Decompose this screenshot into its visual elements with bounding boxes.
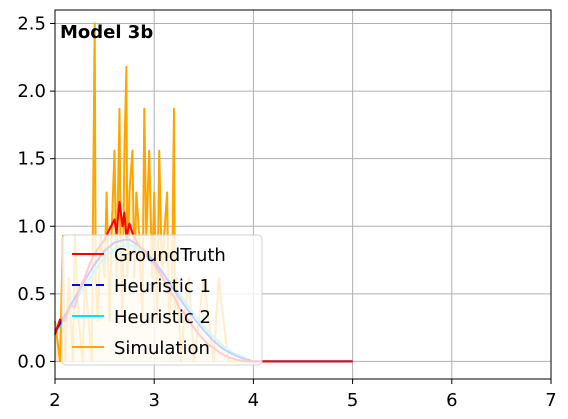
x-tick-label: 6 <box>446 390 457 411</box>
x-tick-label: 5 <box>347 390 358 411</box>
legend-label: Heuristic 1 <box>114 276 211 297</box>
x-tick-label: 4 <box>248 390 259 411</box>
plot-frame <box>54 9 552 380</box>
legend-label: Simulation <box>114 338 210 359</box>
legend: GroundTruth Heuristic 1 Heuristic 2 Simulat… <box>61 234 263 366</box>
chart-title: Model 3b <box>60 22 153 43</box>
y-tick-label: 0.0 <box>17 351 46 372</box>
y-tick-label: 1.0 <box>17 216 46 237</box>
legend-box <box>61 234 263 366</box>
ticks: 2 3 4 5 6 7 0.0 0.5 1.0 1.5 2.0 2.5 <box>17 14 556 411</box>
x-tick-label: 3 <box>148 390 159 411</box>
x-tick-label: 2 <box>49 390 60 411</box>
x-tick-label: 7 <box>545 390 556 411</box>
y-tick-label: 0.5 <box>17 284 46 305</box>
legend-label: Heuristic 2 <box>114 307 211 328</box>
y-tick-label: 1.5 <box>17 149 46 170</box>
y-tick-label: 2.5 <box>17 14 46 35</box>
y-tick-label: 2.0 <box>17 81 46 102</box>
legend-label: GroundTruth <box>114 245 226 266</box>
